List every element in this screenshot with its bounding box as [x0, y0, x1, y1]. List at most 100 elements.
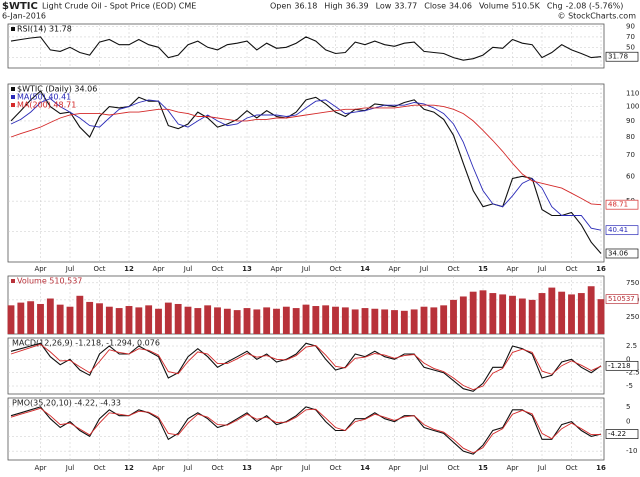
volume-bar [341, 307, 349, 334]
volume-bar [155, 308, 162, 334]
volume-bar [479, 290, 487, 334]
end-value-box [605, 294, 639, 305]
x-tick-label: Apr [388, 464, 400, 472]
volume-bar [135, 307, 143, 334]
volume-bar [253, 309, 261, 334]
x-tick-label: Apr [388, 265, 400, 273]
stat-value: 510.5K [512, 2, 541, 11]
stat-value: 34.06 [449, 2, 472, 11]
volume-bar [105, 306, 113, 334]
volume-bar [37, 303, 44, 334]
x-tick-label: 16 [596, 265, 606, 273]
volume-bar [410, 309, 418, 334]
x-tick-label: Jul [419, 265, 429, 273]
volume-bar [164, 302, 172, 334]
panel-title: MACD(12,26,9) -1.218, -1.294, 0.076 [12, 339, 160, 348]
end-value-label: 31.78 [608, 53, 628, 61]
y-tick-label: 70 [626, 151, 635, 159]
volume-bar [381, 309, 389, 334]
y-tick-label: -5 [626, 382, 633, 390]
end-value-box [605, 429, 639, 439]
volume-bar [46, 298, 54, 334]
end-value-label: 40.41 [608, 226, 628, 234]
x-tick-label: Jul [301, 265, 311, 273]
x-tick-label: Oct [93, 464, 105, 472]
y-tick-label: 250K [626, 313, 640, 321]
x-tick-label: Apr [34, 265, 46, 273]
x-tick-label: Jul [183, 464, 193, 472]
y-tick-label: 70 [626, 33, 635, 41]
y-tick-label: 0 [626, 418, 630, 426]
end-value-box [605, 51, 639, 62]
x-tick-label: Jul [537, 265, 547, 273]
stat-label: Open [270, 2, 291, 11]
volume-bar [184, 306, 192, 334]
x-tick-label: Oct [329, 464, 341, 472]
x-tick-label: 12 [124, 464, 134, 472]
y-tick-label: 750K [626, 279, 640, 287]
x-tick-label: 14 [360, 464, 370, 472]
volume-bar [558, 291, 566, 334]
x-tick-label: Oct [565, 464, 577, 472]
credit: © StockCharts.com [558, 12, 637, 21]
end-value-label: -4.22 [608, 430, 626, 438]
volume-bar [351, 309, 359, 334]
volume-bar [214, 307, 221, 334]
volume-bar [587, 286, 595, 334]
volume-bar [66, 306, 74, 334]
volume-bar [204, 305, 212, 334]
x-tick-label: Apr [270, 464, 282, 472]
series-line [10, 36, 602, 61]
x-tick-label: Oct [447, 464, 459, 472]
x-tick-label: Apr [152, 464, 164, 472]
volume-bar [518, 298, 526, 334]
volume-bar [86, 301, 94, 334]
volume-bar [577, 293, 585, 334]
series-line [10, 104, 602, 206]
series-line [10, 407, 602, 454]
y-tick-label: -2.5 [626, 369, 640, 377]
y-tick-label: 60 [626, 172, 635, 180]
volume-bar [7, 305, 15, 334]
stat-value: 36.39 [346, 2, 369, 11]
volume-bar [273, 308, 280, 334]
stat-label: Volume [479, 2, 509, 11]
x-tick-label: Jul [537, 464, 547, 472]
y-tick-label: 2.5 [626, 342, 637, 350]
stat-value: 36.18 [294, 2, 317, 11]
stat-label: High [324, 2, 342, 11]
legend-swatch [11, 103, 15, 107]
volume-bar [282, 306, 290, 334]
y-tick-label: 90 [626, 23, 635, 31]
y-tick-label: 90 [626, 117, 635, 125]
stat-label: Low [376, 2, 392, 11]
volume-bar [243, 308, 251, 334]
end-value-label: 510537 [608, 295, 635, 303]
x-tick-label: 13 [242, 464, 252, 472]
y-tick-label: 50 [626, 43, 635, 51]
x-tick-label: Oct [211, 464, 223, 472]
y-tick-label: 5 [626, 403, 630, 411]
volume-bar [312, 306, 320, 334]
end-value-label: 48.71 [608, 201, 628, 209]
volume-bar [115, 308, 123, 334]
x-tick-label: Apr [270, 265, 282, 273]
volume-bar [96, 303, 103, 334]
x-tick-label: Oct [565, 265, 577, 273]
series-line [10, 98, 602, 231]
x-tick-label: Jul [183, 265, 193, 273]
x-tick-label: Jul [65, 464, 75, 472]
legend-entry: MA(50) 40.41 [17, 93, 71, 102]
end-value-label: 34.06 [608, 249, 629, 257]
volume-bar [430, 307, 438, 334]
volume-bar [76, 295, 84, 334]
x-tick-label: 16 [596, 464, 606, 472]
volume-bar [528, 299, 536, 334]
x-tick-label: Apr [506, 464, 518, 472]
x-tick-label: Oct [93, 265, 105, 273]
x-tick-label: Jul [301, 464, 311, 472]
stat-label: Chg [547, 2, 563, 11]
volume-bar [469, 291, 477, 334]
end-value-box [605, 225, 639, 236]
volume-bar [400, 310, 408, 334]
